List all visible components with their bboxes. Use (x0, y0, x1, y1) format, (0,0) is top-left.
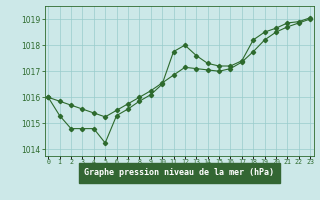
X-axis label: Graphe pression niveau de la mer (hPa): Graphe pression niveau de la mer (hPa) (84, 168, 274, 177)
